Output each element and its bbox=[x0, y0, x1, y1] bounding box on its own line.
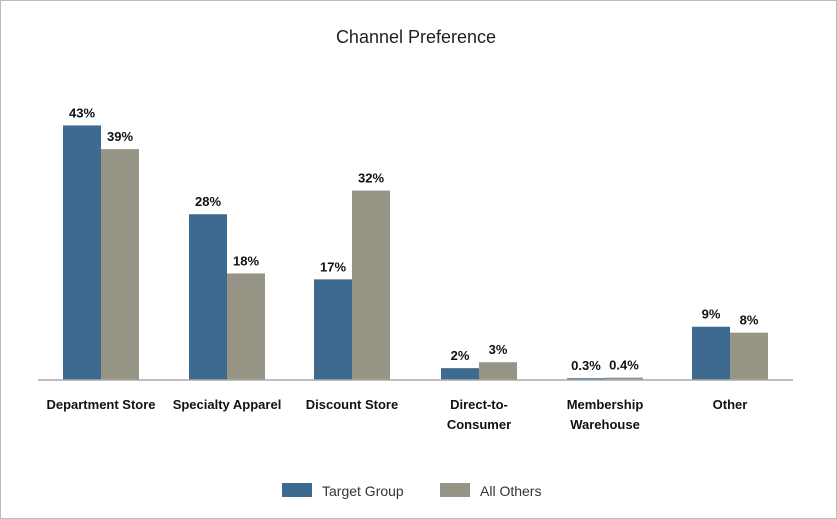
bar-target-group-4 bbox=[567, 378, 605, 380]
data-label-all-others-0: 39% bbox=[107, 129, 133, 144]
data-label-target-group-5: 9% bbox=[702, 307, 721, 322]
chart-title: Channel Preference bbox=[336, 27, 496, 47]
bars-group bbox=[63, 125, 768, 380]
data-label-all-others-3: 3% bbox=[489, 342, 508, 357]
bar-target-group-1 bbox=[189, 214, 227, 380]
data-label-all-others-2: 32% bbox=[358, 171, 384, 186]
bar-all-others-2 bbox=[352, 190, 390, 380]
bar-target-group-5 bbox=[692, 326, 730, 380]
legend: Target Group All Others bbox=[282, 483, 541, 499]
data-label-target-group-4: 0.3% bbox=[571, 358, 601, 373]
data-label-target-group-1: 28% bbox=[195, 194, 221, 209]
legend-label-all-others: All Others bbox=[480, 483, 541, 499]
legend-label-target-group: Target Group bbox=[322, 483, 404, 499]
category-label-4-line-1: Warehouse bbox=[570, 417, 640, 432]
category-label-5: Other bbox=[713, 397, 748, 412]
category-label-0: Department Store bbox=[46, 397, 155, 412]
legend-swatch-all-others bbox=[440, 483, 470, 497]
bar-all-others-0 bbox=[101, 149, 139, 380]
bar-all-others-4 bbox=[605, 377, 643, 380]
data-label-target-group-2: 17% bbox=[320, 259, 346, 274]
category-label-2: Discount Store bbox=[306, 397, 398, 412]
bar-target-group-3 bbox=[441, 368, 479, 380]
bar-target-group-0 bbox=[63, 125, 101, 380]
bar-target-group-2 bbox=[314, 279, 352, 380]
bar-all-others-5 bbox=[730, 332, 768, 380]
category-label-3-line-0: Direct-to- bbox=[450, 397, 508, 412]
data-label-all-others-1: 18% bbox=[233, 253, 259, 268]
data-labels-group: 43% 28% 17% 2% 0.3% 9% 39% 18% 32% 3% 0.4% 8% bbox=[69, 105, 759, 373]
legend-swatch-target-group bbox=[282, 483, 312, 497]
data-label-all-others-5: 8% bbox=[740, 313, 759, 328]
category-label-4-line-0: Membership bbox=[567, 397, 644, 412]
data-label-target-group-0: 43% bbox=[69, 105, 95, 120]
bar-all-others-1 bbox=[227, 273, 265, 380]
bar-all-others-3 bbox=[479, 362, 517, 380]
category-label-3-line-1: Consumer bbox=[447, 417, 511, 432]
data-label-target-group-3: 2% bbox=[451, 348, 470, 363]
data-label-all-others-4: 0.4% bbox=[609, 358, 639, 373]
category-label-1: Specialty Apparel bbox=[173, 397, 282, 412]
category-labels-group: Department Store Specialty Apparel Discoun… bbox=[46, 397, 747, 432]
